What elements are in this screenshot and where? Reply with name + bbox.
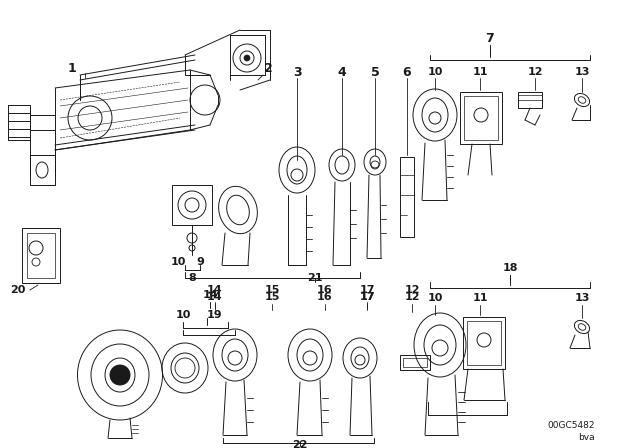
Text: 14: 14 [207,285,223,295]
Text: 17: 17 [359,285,375,295]
Text: 5: 5 [371,65,380,78]
Text: 12: 12 [404,292,420,302]
Text: 13: 13 [574,67,589,77]
Text: 7: 7 [486,31,494,44]
Bar [172,185,212,225]
Text: 9: 9 [196,257,204,267]
Text: 1: 1 [68,61,76,74]
Text: 22: 22 [292,440,308,448]
Text: 12: 12 [404,285,420,295]
Bar [27,233,55,278]
Bar [518,92,542,108]
Bar [467,321,501,365]
Text: 15: 15 [264,285,280,295]
Text: 00GC5482: 00GC5482 [547,421,595,430]
Circle shape [244,55,250,61]
Text: 10: 10 [428,67,443,77]
Bar [22,228,60,283]
Text: 17: 17 [359,292,375,302]
Bar [400,157,414,237]
Text: 10: 10 [428,293,443,303]
Bar [403,358,427,367]
Bar [464,96,498,140]
Bar [460,92,502,144]
Text: 4: 4 [338,65,346,78]
Text: 13: 13 [574,293,589,303]
Text: 12: 12 [527,67,543,77]
Text: 14: 14 [202,290,218,300]
Text: 17: 17 [359,292,375,302]
Text: 11: 11 [472,67,488,77]
Text: 11: 11 [472,293,488,303]
Text: 14: 14 [207,292,223,302]
Text: 10: 10 [175,310,191,320]
Bar [463,317,505,369]
Circle shape [110,365,130,385]
Text: 8: 8 [188,273,196,283]
Text: 16: 16 [317,285,333,295]
Text: 2: 2 [264,61,273,74]
Text: 6: 6 [403,65,412,78]
Text: 20: 20 [10,285,26,295]
Text: 19: 19 [207,310,223,320]
Text: 15: 15 [264,292,280,302]
Text: 3: 3 [292,65,301,78]
Text: 10: 10 [170,257,186,267]
Text: 21: 21 [307,273,323,283]
Text: bva: bva [579,432,595,441]
Text: 16: 16 [317,292,333,302]
Text: 18: 18 [502,263,518,273]
Bar [400,355,430,370]
